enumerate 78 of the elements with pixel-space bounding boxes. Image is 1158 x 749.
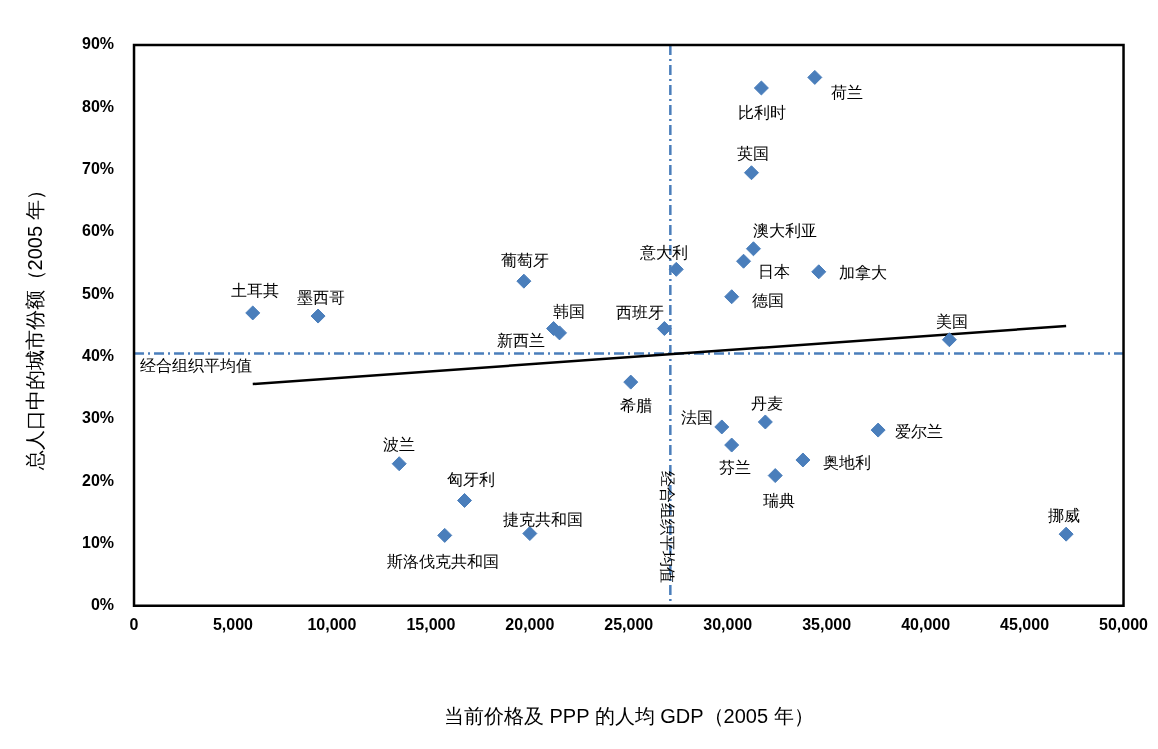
annotation: 瑞典 <box>763 491 796 509</box>
annotation: 墨西哥 <box>297 289 346 307</box>
annotation: 葡萄牙 <box>500 251 549 269</box>
annotation: 韩国 <box>552 302 585 320</box>
x-tick-label: 30,000 <box>703 615 753 633</box>
point <box>245 305 261 321</box>
annotation: 土耳其 <box>230 282 279 300</box>
y-tick-label: 0% <box>90 596 115 614</box>
x-tick-label: 20,000 <box>505 615 555 633</box>
annotation: 澳大利亚 <box>753 222 818 240</box>
point <box>795 452 811 468</box>
point <box>552 325 568 341</box>
y-tick-label: 80% <box>81 97 115 115</box>
x-tick-label: 25,000 <box>604 615 654 633</box>
point <box>811 264 827 280</box>
annotation: 比利时 <box>738 104 787 122</box>
point <box>457 492 473 508</box>
point <box>757 414 773 430</box>
annotation: 捷克共和国 <box>502 510 583 528</box>
y-tick-label: 70% <box>81 160 115 178</box>
point <box>516 273 532 289</box>
point <box>522 526 538 542</box>
annotation: 希腊 <box>619 396 652 414</box>
x-tick-label: 0 <box>129 615 139 633</box>
point <box>736 253 752 269</box>
annotation: 意大利 <box>639 243 689 261</box>
annotation: 芬兰 <box>718 459 751 477</box>
annotation: 丹麦 <box>751 395 784 413</box>
annotation: 美国 <box>936 313 969 331</box>
x-tick-label: 15,000 <box>406 615 456 633</box>
x-tick-label: 40,000 <box>901 615 951 633</box>
annotation: 爱尔兰 <box>895 423 944 441</box>
annotation: 西班牙 <box>616 303 665 321</box>
point <box>753 80 769 96</box>
point <box>745 241 761 257</box>
point <box>941 332 957 348</box>
annotation: 新西兰 <box>496 332 545 350</box>
x-tick-label: 35,000 <box>802 615 852 633</box>
point <box>310 308 326 324</box>
x-tick-label: 50,000 <box>1099 615 1149 633</box>
y-tick-label: 10% <box>81 533 115 551</box>
point <box>870 422 886 438</box>
annotation: 匈牙利 <box>446 470 495 488</box>
y-tick-label: 40% <box>81 346 115 364</box>
y-tick-label: 30% <box>81 409 115 427</box>
ref-line-label: 经合组织平均值 <box>140 356 253 374</box>
annotation: 加拿大 <box>838 264 887 282</box>
point <box>668 261 684 277</box>
annotation: 德国 <box>751 292 784 310</box>
annotation: 挪威 <box>1048 506 1081 524</box>
point <box>724 437 740 453</box>
point <box>656 321 672 337</box>
y-axis-title: 总人口中的城市份额（2005 年） <box>23 180 46 472</box>
y-tick-label: 50% <box>81 284 115 302</box>
ref-line-label: 经合组织平均值 <box>658 470 676 583</box>
annotation: 斯洛伐克共和国 <box>386 552 499 570</box>
annotation: 日本 <box>757 262 790 280</box>
annotation: 法国 <box>680 409 713 427</box>
point <box>743 165 759 181</box>
point <box>437 527 453 543</box>
x-axis-title: 当前价格及 PPP 的人均 GDP（2005 年） <box>443 704 814 727</box>
annotation: 荷兰 <box>830 83 863 101</box>
y-tick-label: 90% <box>81 35 115 53</box>
point <box>714 419 730 435</box>
x-tick-label: 10,000 <box>307 615 357 633</box>
point <box>807 69 823 85</box>
y-tick-label: 20% <box>81 471 115 489</box>
annotation: 英国 <box>737 145 770 163</box>
annotation: 奥地利 <box>822 454 871 472</box>
point <box>623 374 639 390</box>
point <box>391 456 407 472</box>
point <box>767 468 783 484</box>
x-tick-label: 45,000 <box>1000 615 1050 633</box>
point <box>724 289 740 305</box>
x-tick-label: 5,000 <box>212 615 254 633</box>
point <box>1058 526 1074 542</box>
y-tick-label: 60% <box>81 222 115 240</box>
annotation: 波兰 <box>383 436 416 454</box>
